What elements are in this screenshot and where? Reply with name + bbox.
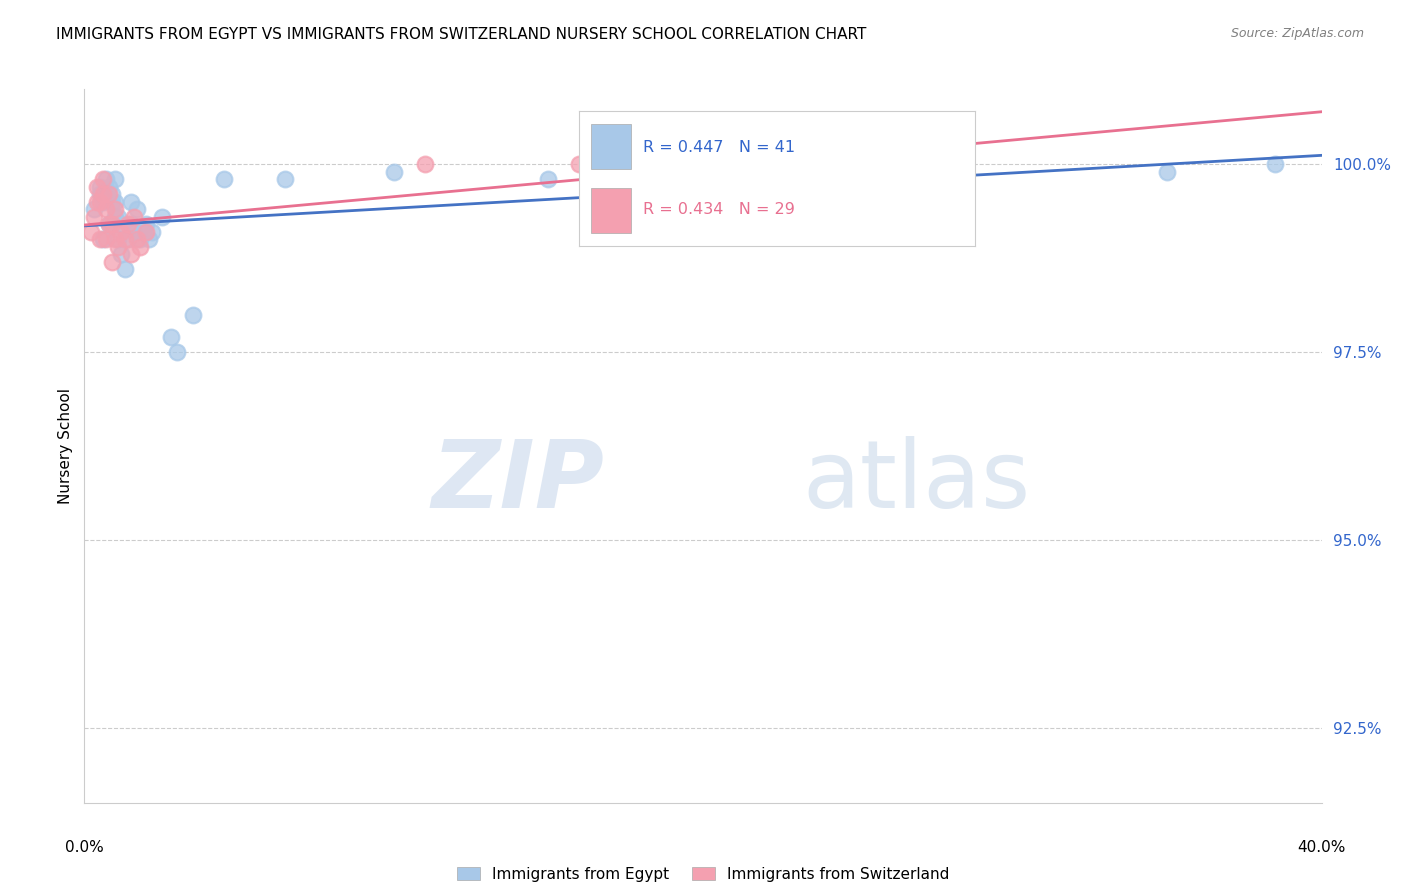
Text: IMMIGRANTS FROM EGYPT VS IMMIGRANTS FROM SWITZERLAND NURSERY SCHOOL CORRELATION : IMMIGRANTS FROM EGYPT VS IMMIGRANTS FROM… — [56, 27, 866, 42]
Point — [107, 240, 129, 254]
Point — [79, 225, 101, 239]
Text: atlas: atlas — [801, 435, 1031, 528]
Point — [89, 232, 111, 246]
Point — [212, 172, 235, 186]
Point — [120, 194, 142, 209]
Point — [107, 232, 129, 246]
Point — [104, 202, 127, 217]
Point — [138, 232, 160, 246]
Point — [89, 187, 111, 202]
Point — [723, 157, 745, 171]
Text: Source: ZipAtlas.com: Source: ZipAtlas.com — [1230, 27, 1364, 40]
Point — [98, 218, 121, 232]
Point — [132, 225, 155, 239]
Point — [160, 330, 183, 344]
Point — [91, 172, 114, 186]
Point — [91, 194, 114, 209]
Point — [83, 202, 105, 217]
Text: 40.0%: 40.0% — [1298, 840, 1346, 855]
Legend: Immigrants from Egypt, Immigrants from Switzerland: Immigrants from Egypt, Immigrants from S… — [450, 861, 956, 888]
Point — [413, 157, 436, 171]
Point — [166, 345, 188, 359]
Point — [110, 218, 132, 232]
Point — [120, 218, 142, 232]
Point — [101, 218, 124, 232]
Point — [125, 202, 148, 217]
Point — [135, 218, 157, 232]
Point — [908, 157, 931, 171]
Point — [117, 232, 139, 246]
Point — [107, 210, 129, 224]
Point — [101, 187, 124, 202]
Point — [120, 247, 142, 261]
Point — [1264, 157, 1286, 171]
Point — [94, 187, 117, 202]
Point — [98, 179, 121, 194]
Y-axis label: Nursery School: Nursery School — [58, 388, 73, 504]
Point — [104, 194, 127, 209]
Point — [122, 225, 145, 239]
Point — [114, 232, 136, 246]
Point — [89, 194, 111, 209]
Point — [129, 240, 152, 254]
Text: ZIP: ZIP — [432, 435, 605, 528]
Point — [104, 210, 127, 224]
Point — [125, 232, 148, 246]
Point — [110, 225, 132, 239]
Point — [117, 218, 139, 232]
Point — [98, 218, 121, 232]
Point — [89, 179, 111, 194]
Point — [94, 232, 117, 246]
Point — [135, 225, 157, 239]
Point — [568, 157, 591, 171]
Point — [104, 232, 127, 246]
Point — [141, 225, 163, 239]
Point — [122, 210, 145, 224]
Point — [692, 165, 714, 179]
Point — [101, 194, 124, 209]
Point — [104, 172, 127, 186]
Point — [181, 308, 204, 322]
Point — [91, 232, 114, 246]
Point — [382, 165, 405, 179]
Text: 0.0%: 0.0% — [65, 840, 104, 855]
Point — [101, 255, 124, 269]
Point — [98, 187, 121, 202]
Point — [274, 172, 297, 186]
Point — [86, 179, 108, 194]
Point — [86, 194, 108, 209]
Point — [846, 172, 869, 186]
Point — [537, 172, 560, 186]
Point — [110, 247, 132, 261]
Point — [129, 232, 152, 246]
Point — [94, 172, 117, 186]
Point — [83, 210, 105, 224]
Point — [150, 210, 173, 224]
Point — [91, 187, 114, 202]
Point — [1156, 165, 1178, 179]
Point — [114, 262, 136, 277]
Point — [94, 202, 117, 217]
